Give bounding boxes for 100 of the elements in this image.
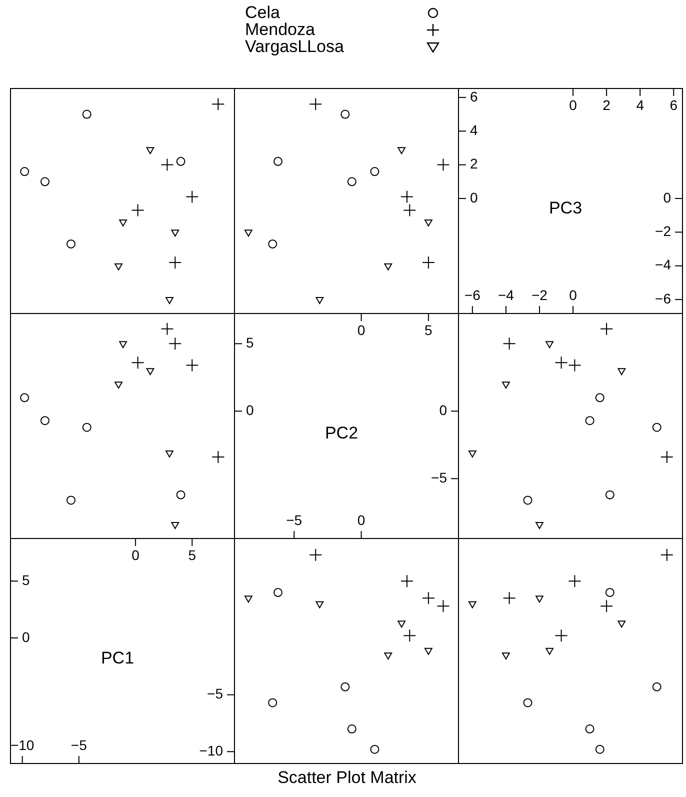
point xyxy=(554,356,568,370)
point xyxy=(119,220,128,227)
y2-tick-label: −5 xyxy=(431,469,448,486)
point xyxy=(384,652,392,660)
point xyxy=(66,239,76,248)
point xyxy=(186,358,199,372)
point xyxy=(20,393,30,402)
point xyxy=(652,682,662,692)
point xyxy=(166,450,174,458)
point xyxy=(268,698,278,708)
point xyxy=(347,177,356,186)
point xyxy=(316,601,324,608)
point xyxy=(422,592,435,605)
point xyxy=(370,167,380,176)
point xyxy=(340,110,350,119)
point xyxy=(523,698,532,708)
point xyxy=(605,490,614,500)
point xyxy=(384,263,392,270)
point xyxy=(160,322,174,336)
point xyxy=(403,629,416,642)
y2-tick-label: 0 xyxy=(663,189,672,206)
point xyxy=(400,574,414,588)
text: PC1 xyxy=(100,648,134,668)
point xyxy=(403,204,416,217)
point xyxy=(502,652,510,660)
point xyxy=(605,588,614,597)
point xyxy=(468,601,476,608)
y2-tick-label: −2 xyxy=(655,223,672,240)
point xyxy=(309,98,322,111)
point xyxy=(600,322,614,336)
y-tick-label: 2 xyxy=(470,156,478,172)
x-tick-label: −4 xyxy=(498,286,514,303)
point xyxy=(212,450,225,464)
point xyxy=(160,158,174,172)
point xyxy=(40,177,50,186)
point xyxy=(268,239,278,248)
point xyxy=(176,490,186,500)
point xyxy=(168,256,182,269)
point xyxy=(546,648,554,655)
point xyxy=(119,341,128,348)
x2-tick-label: 0 xyxy=(569,96,578,113)
text: Cela xyxy=(245,2,281,22)
x2-tick-label: 0 xyxy=(132,546,140,563)
point xyxy=(82,110,92,119)
point xyxy=(186,190,199,204)
x2-tick-label: 2 xyxy=(602,96,611,113)
point xyxy=(554,629,568,642)
point xyxy=(40,416,50,426)
point xyxy=(568,574,582,588)
point xyxy=(347,724,356,734)
point xyxy=(82,422,92,432)
text: VargasLLosa xyxy=(245,36,345,56)
point xyxy=(398,620,406,628)
point xyxy=(595,744,604,754)
point xyxy=(600,600,614,613)
x2-tick-label: 5 xyxy=(188,546,196,563)
y-tick-label: 0 xyxy=(470,189,478,206)
point xyxy=(660,548,674,562)
point xyxy=(168,337,182,350)
y-tick-label: 4 xyxy=(470,122,478,138)
x-axis-title: Scatter Plot Matrix xyxy=(276,768,418,788)
y2-tick-label: 0 xyxy=(439,402,448,418)
point xyxy=(523,496,532,505)
point xyxy=(166,297,174,304)
point xyxy=(398,147,406,154)
text: PC2 xyxy=(324,424,358,443)
point xyxy=(424,220,432,227)
point xyxy=(502,382,510,389)
point xyxy=(244,596,252,603)
x-tick-label: 0 xyxy=(569,286,578,303)
point xyxy=(502,337,516,350)
point xyxy=(436,158,450,172)
point xyxy=(436,600,450,613)
point xyxy=(585,416,594,426)
point xyxy=(114,382,122,389)
point xyxy=(546,341,554,348)
x-tick-label: −6 xyxy=(464,286,481,303)
point xyxy=(660,450,674,464)
point xyxy=(273,156,282,166)
x-tick-label: −2 xyxy=(531,286,548,303)
x2-tick-label: 4 xyxy=(636,96,644,113)
point xyxy=(568,358,582,372)
y2-tick-label: −5 xyxy=(207,686,224,702)
x2-tick-label: 0 xyxy=(357,322,366,338)
point xyxy=(585,724,594,734)
point xyxy=(424,648,432,655)
point xyxy=(618,620,626,628)
x2-tick-label: 6 xyxy=(670,96,678,113)
point xyxy=(309,548,322,562)
y2-tick-label: −4 xyxy=(655,256,672,273)
point xyxy=(340,682,350,692)
point xyxy=(131,204,144,217)
point xyxy=(131,356,144,370)
point xyxy=(652,422,662,432)
point xyxy=(595,393,604,402)
x2-tick-label: 5 xyxy=(424,322,433,338)
point xyxy=(536,522,544,530)
point xyxy=(171,522,180,530)
point xyxy=(176,156,186,166)
point xyxy=(316,297,324,304)
